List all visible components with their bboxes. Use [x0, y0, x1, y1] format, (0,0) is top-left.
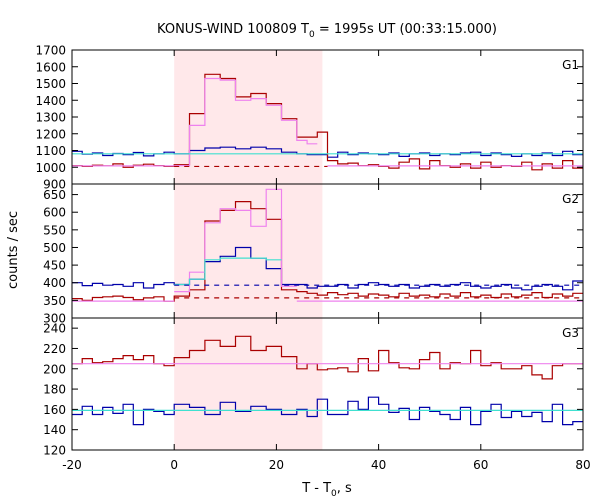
y-tick-label: 900 — [43, 178, 66, 192]
plot-area: 90010001100120013001400150016001700G1300… — [35, 44, 590, 473]
series-g3-1 — [72, 396, 583, 426]
y-tick-label: 220 — [43, 342, 66, 356]
y-tick-label: 350 — [43, 294, 66, 308]
y-tick-label: 500 — [43, 241, 66, 255]
y-tick-label: 160 — [43, 403, 66, 417]
series-g3-0 — [72, 335, 583, 380]
series-g2-4 — [174, 257, 282, 286]
panel-label: G2 — [562, 192, 579, 206]
x-tick-label: 20 — [269, 458, 284, 472]
burst-interval-shade — [174, 50, 323, 450]
y-tick-label: 1400 — [35, 94, 66, 108]
x-tick-label: 0 — [170, 458, 178, 472]
y-tick-label: 600 — [43, 206, 66, 220]
panel-label: G3 — [562, 326, 579, 340]
y-tick-label: 1700 — [35, 44, 66, 58]
y-tick-label: 1600 — [35, 60, 66, 74]
x-tick-label: 80 — [575, 458, 590, 472]
panel-label: G1 — [562, 58, 579, 72]
panel-frame — [71, 317, 584, 451]
series-g2-2 — [174, 188, 297, 293]
y-axis-label: counts / sec — [6, 211, 21, 289]
y-tick-label: 650 — [43, 188, 66, 202]
panel-g1: 900 1000 1100 1200 1300 1400 1500 1600 1700 G1 — [35, 44, 584, 192]
y-tick-label: 1000 — [35, 161, 66, 175]
y-tick-label: 1300 — [35, 111, 66, 125]
panel-g2: 300 350 400 450 500 550 600 650 G2 — [43, 183, 584, 326]
x-tick-label: 40 — [371, 458, 386, 472]
y-tick-label: 550 — [43, 223, 66, 237]
y-tick-label: 200 — [43, 362, 66, 376]
y-tick-label: 120 — [43, 444, 66, 458]
y-tick-label: 300 — [43, 312, 66, 326]
series-g1-0 — [72, 146, 583, 158]
y-tick-label: 450 — [43, 259, 66, 273]
x-tick-label: -20 — [62, 458, 82, 472]
y-tick-label: 1500 — [35, 77, 66, 91]
x-tick-label: 60 — [473, 458, 488, 472]
chart-title: KONUS-WIND 100809 T0 = 1995s UT (00:33:1… — [157, 22, 497, 40]
series-g2-0 — [72, 246, 583, 291]
y-tick-label: 400 — [43, 276, 66, 290]
y-tick-label: 1100 — [35, 144, 66, 158]
panel-g3: 120 140 160 180 200 220 240 G3 — [43, 317, 584, 458]
y-tick-label: 240 — [43, 322, 66, 336]
series-g2-1 — [72, 201, 583, 302]
y-tick-label: 180 — [43, 383, 66, 397]
series-g1-2 — [174, 77, 318, 167]
y-tick-label: 140 — [43, 423, 66, 437]
x-axis-label: T - T0, s — [301, 481, 352, 499]
y-tick-label: 1200 — [35, 127, 66, 141]
